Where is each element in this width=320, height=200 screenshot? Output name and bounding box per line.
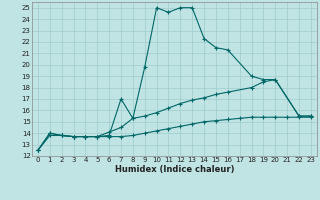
X-axis label: Humidex (Indice chaleur): Humidex (Indice chaleur) [115, 165, 234, 174]
